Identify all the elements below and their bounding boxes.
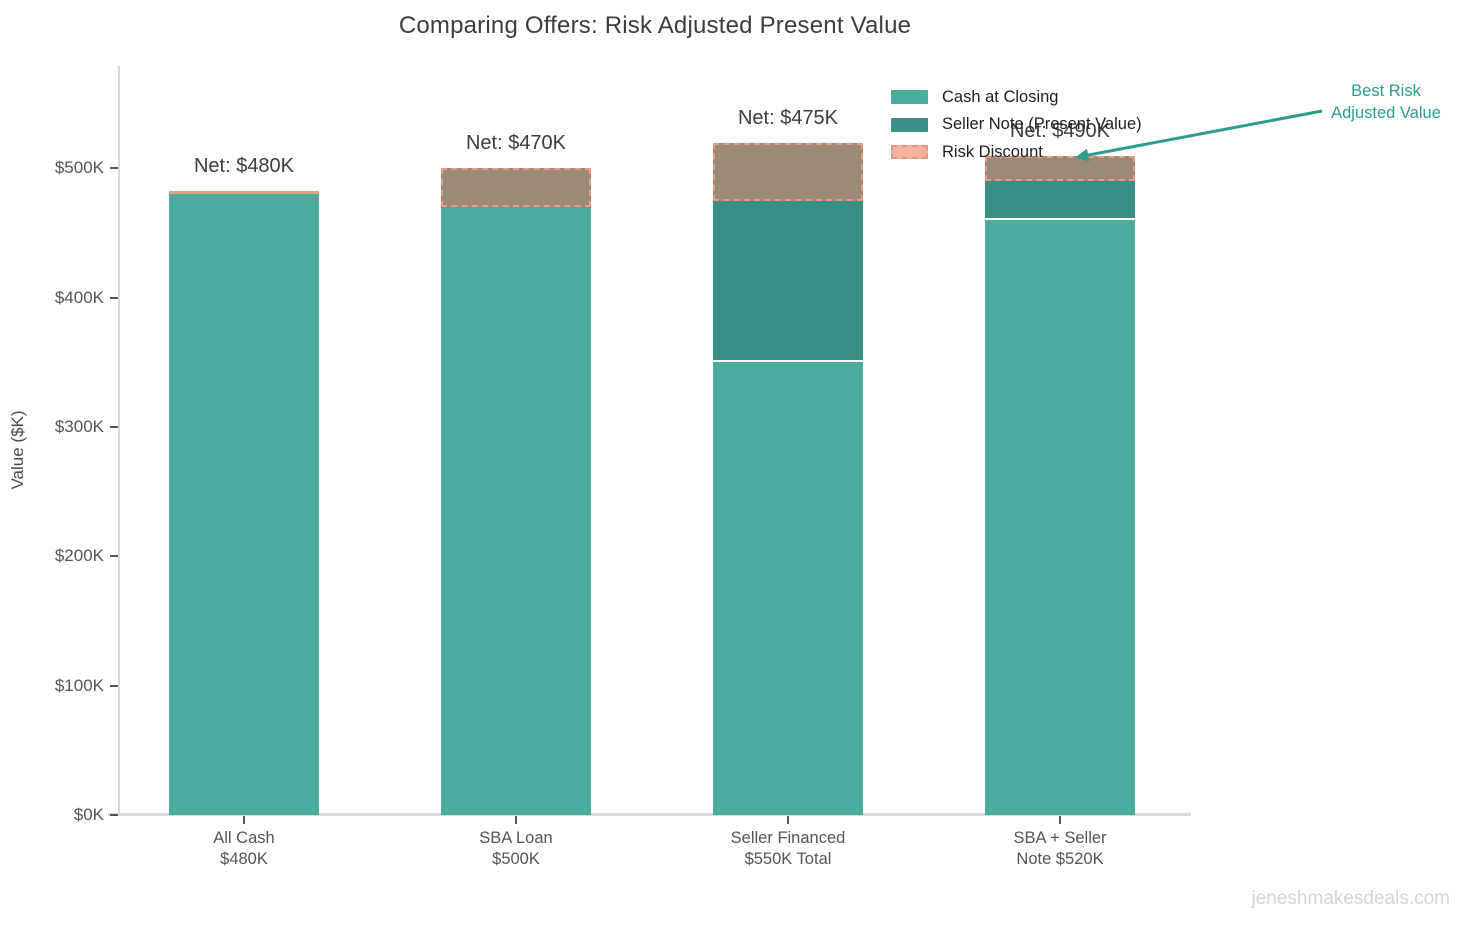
y-tick-label: $500K — [54, 158, 104, 178]
x-category-label: Seller Financed $550K Total — [678, 828, 898, 870]
legend-item: Risk Discount — [891, 138, 1043, 166]
legend-swatch-risk-discount-icon — [891, 145, 928, 159]
x-category-line: SBA + Seller — [1013, 829, 1107, 847]
bar-segment-seller-note — [985, 181, 1135, 221]
x-category-label: SBA + Seller Note $520K — [950, 828, 1170, 870]
annotation-line-2: Adjusted Value — [1331, 104, 1441, 122]
x-tick-mark — [243, 816, 245, 824]
net-value-label: Net: $480K — [193, 155, 295, 178]
y-tick-mark — [110, 296, 118, 299]
legend-label: Seller Note (Present Value) — [942, 115, 1142, 133]
watermark: jeneshmakesdeals.com — [1251, 888, 1450, 909]
legend-item: Cash at Closing — [891, 83, 1058, 111]
x-tick-mark — [787, 816, 789, 824]
x-tick-mark — [515, 816, 517, 824]
annotation-best-risk: Best Risk Adjusted Value — [1316, 80, 1456, 124]
x-tick-mark — [1059, 816, 1061, 824]
x-category-line: $500K — [492, 850, 540, 868]
bar-segment-risk-discount — [713, 142, 863, 201]
x-category-line: Seller Financed — [730, 829, 846, 847]
x-category-line: Note $520K — [1016, 850, 1104, 868]
legend-item: Seller Note (Present Value) — [891, 111, 1142, 139]
bar-segment-cash — [985, 220, 1135, 815]
x-category-label: All Cash $480K — [134, 828, 354, 870]
bar-segment-cash — [713, 362, 863, 815]
y-tick-mark — [110, 684, 118, 687]
bar-segment-risk-discount-zero — [169, 191, 319, 195]
net-value-label: Net: $470K — [465, 132, 567, 155]
y-tick-mark — [110, 426, 118, 429]
y-tick-label: $200K — [54, 546, 104, 566]
y-tick-mark — [110, 555, 118, 558]
y-tick-label: $300K — [54, 417, 104, 437]
x-category-line: $480K — [220, 850, 268, 868]
y-tick-label: $400K — [54, 287, 104, 307]
y-tick-mark — [110, 167, 118, 170]
legend-swatch-series-icon — [891, 90, 928, 104]
y-axis-line — [118, 66, 120, 815]
chart-title: Comparing Offers: Risk Adjusted Present … — [398, 12, 912, 39]
net-value-label: Net: $475K — [737, 106, 839, 129]
bar-segment-cash — [441, 207, 591, 815]
legend-label: Cash at Closing — [942, 87, 1059, 106]
annotation-line-1: Best Risk — [1351, 82, 1421, 100]
bar-segment-seller-note — [713, 200, 863, 363]
y-tick-label: $100K — [54, 675, 104, 695]
bar-segment-risk-discount — [985, 155, 1135, 182]
x-axis-line — [108, 813, 1191, 816]
legend-swatch-series-icon — [891, 117, 928, 132]
bar-segment-risk-discount — [441, 168, 591, 208]
legend-label: Risk Discount — [942, 142, 1043, 161]
x-category-line: SBA Loan — [479, 829, 553, 847]
bar-segment-cash — [169, 194, 319, 815]
x-category-line: All Cash — [213, 829, 275, 847]
x-category-label: SBA Loan $500K — [406, 828, 626, 870]
y-tick-label: $0K — [73, 805, 104, 824]
y-tick-mark — [110, 814, 118, 816]
x-category-line: $550K Total — [744, 850, 832, 868]
